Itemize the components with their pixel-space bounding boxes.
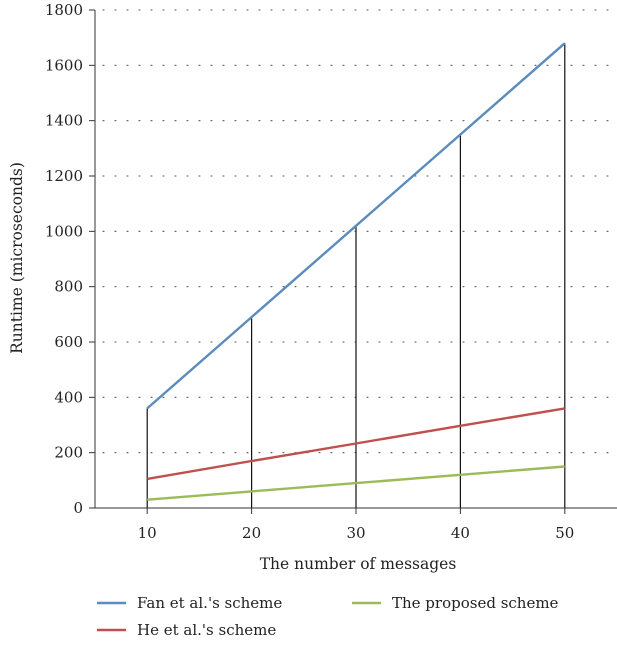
y-tick-labels: 0 200 400 600 800 1000 1200 1400 1600 1800 <box>45 1 95 517</box>
x-tick-label: 40 <box>451 524 470 542</box>
x-tick-label: 20 <box>242 524 261 542</box>
y-tick-label: 1800 <box>45 1 83 19</box>
y-tick-label: 1200 <box>45 167 83 185</box>
x-axis-title: The number of messages <box>260 555 457 573</box>
x-tick-label: 10 <box>138 524 157 542</box>
legend: Fan et al.'s scheme He et al.'s scheme The… <box>97 594 559 639</box>
y-tick-label: 600 <box>54 333 83 351</box>
y-tick-label: 1400 <box>45 112 83 130</box>
series-line-1 <box>146 42 566 410</box>
drop-lines <box>146 43 566 508</box>
x-tick-labels: 10 20 30 40 50 <box>138 508 574 542</box>
x-tick-label: 50 <box>555 524 574 542</box>
y-tick-label: 200 <box>54 444 83 462</box>
y-tick-label: 400 <box>54 388 83 406</box>
series-line-2 <box>146 407 565 481</box>
x-tick-label: 30 <box>346 524 365 542</box>
y-tick-label: 1000 <box>45 222 83 240</box>
series-lines <box>146 42 566 501</box>
y-axis-title: Runtime (microseconds) <box>8 162 26 354</box>
legend-label: He et al.'s scheme <box>137 621 276 639</box>
y-tick-label: 800 <box>54 278 83 296</box>
grid-lines <box>102 9 617 454</box>
legend-label: Fan et al.'s scheme <box>137 594 282 612</box>
legend-label: The proposed scheme <box>392 594 559 612</box>
y-tick-label: 0 <box>73 499 83 517</box>
y-tick-label: 1600 <box>45 56 83 74</box>
series-line-3 <box>147 465 565 501</box>
